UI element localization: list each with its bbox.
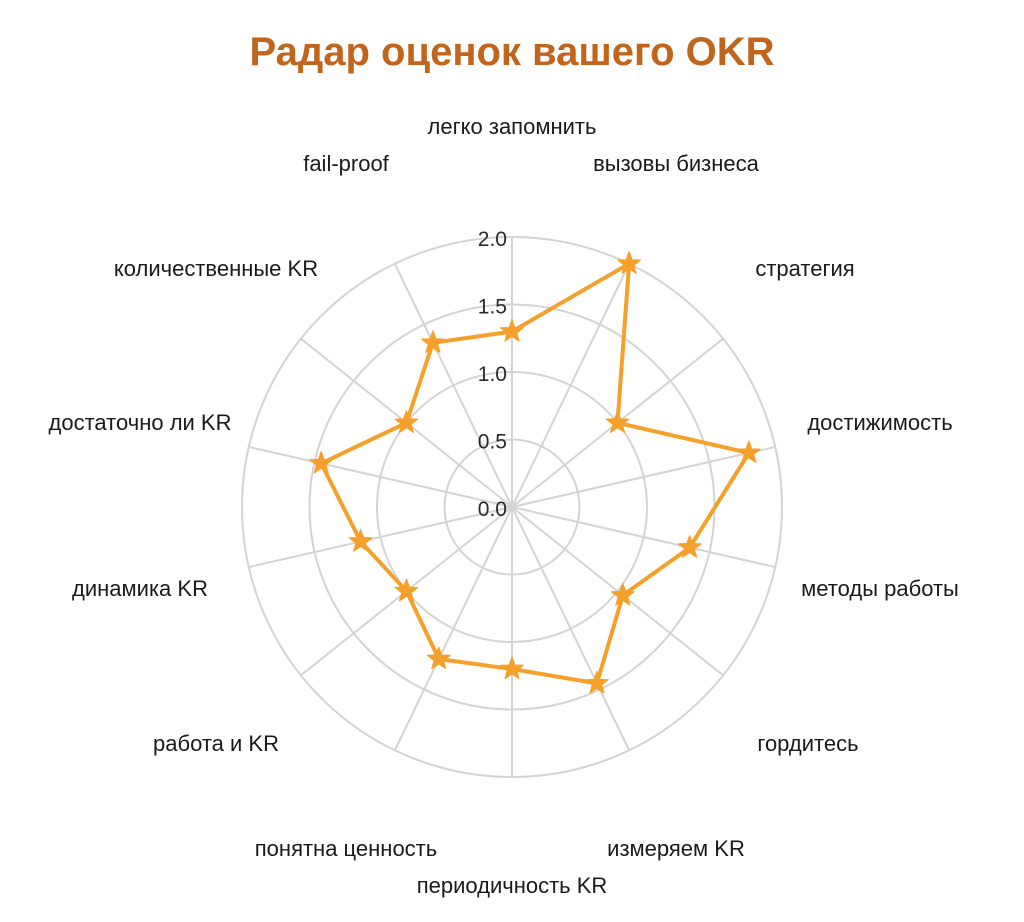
data-point-star <box>421 330 445 353</box>
data-point-star <box>617 251 642 274</box>
grid-spoke <box>393 506 513 751</box>
radial-tick-label: 1.0 <box>478 363 507 386</box>
axis-label: работа и KR <box>153 731 279 756</box>
chart-title: Радар оценок вашего OKR <box>249 30 775 74</box>
data-point-star <box>394 578 419 602</box>
data-point-star <box>500 319 524 342</box>
data-point-star <box>677 535 702 558</box>
radial-tick-label: 2.0 <box>478 228 507 251</box>
axis-label: динамика KR <box>72 576 208 601</box>
axis-category-labels: легко запомнить вызовы бизнеса стратегия до… <box>49 114 959 898</box>
axis-label: количественные KR <box>114 256 318 281</box>
grid-spoke <box>248 445 513 508</box>
grid-spoke <box>511 506 776 569</box>
data-point-star <box>348 529 373 552</box>
axis-label: достаточно ли KR <box>49 410 232 435</box>
axis-label: методы работы <box>801 576 959 601</box>
axis-label: понятна ценность <box>255 836 437 861</box>
grid-spoke <box>393 263 513 508</box>
radial-tick-label: 1.5 <box>478 296 507 319</box>
data-point-star <box>394 410 419 433</box>
radar-series <box>309 251 761 694</box>
data-point-star <box>585 670 609 694</box>
radar-grid <box>241 236 783 778</box>
axis-label: fail-proof <box>303 151 389 176</box>
data-point-star <box>737 440 761 464</box>
radial-tick-label: 0.0 <box>478 498 507 521</box>
axis-label: периодичность KR <box>417 873 608 898</box>
data-point-star <box>605 410 630 433</box>
axis-label: легко запомнить <box>428 114 597 139</box>
axis-label: вызовы бизнеса <box>593 151 760 176</box>
axis-label: достижимость <box>807 410 952 435</box>
axis-label: стратегия <box>755 256 854 281</box>
data-point-star <box>500 656 524 680</box>
series-line <box>319 261 751 686</box>
grid-spoke <box>511 263 631 508</box>
grid-spoke <box>248 506 513 569</box>
axis-label: измеряем KR <box>607 836 745 861</box>
radial-tick-label: 0.5 <box>478 431 507 454</box>
grid-spoke <box>511 506 631 751</box>
data-point-star <box>426 646 451 670</box>
data-point-star <box>309 450 334 474</box>
data-point-star <box>610 582 635 606</box>
axis-label: гордитесь <box>757 731 858 756</box>
radial-tick-labels: 0.0 0.5 1.0 1.5 2.0 <box>478 228 507 521</box>
grid-spoke <box>511 445 776 508</box>
